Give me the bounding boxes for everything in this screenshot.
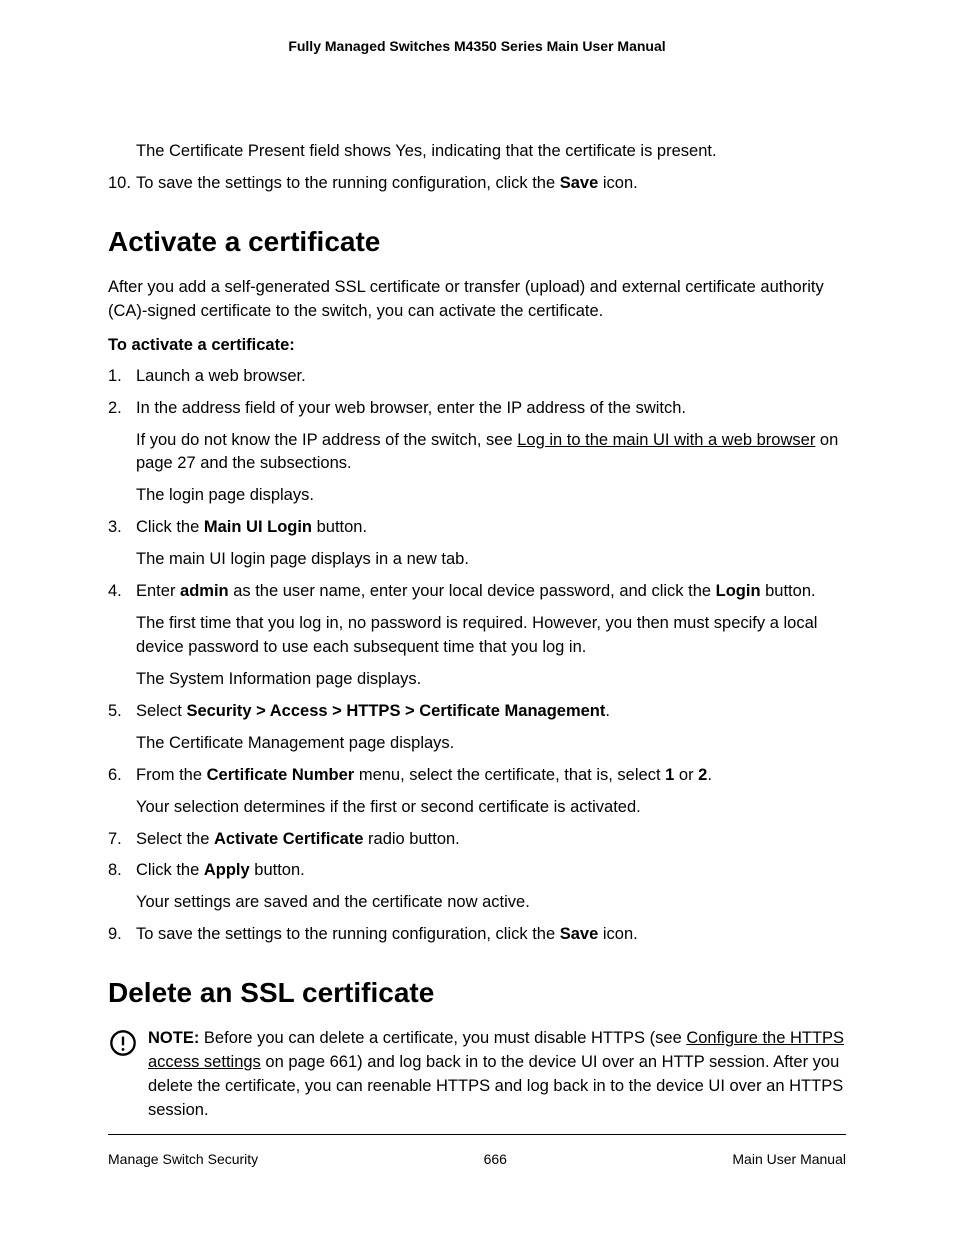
one-label: 1 bbox=[665, 766, 674, 784]
text: In the address field of your web browser… bbox=[136, 399, 686, 417]
to-activate-label: To activate a certificate: bbox=[108, 336, 846, 355]
step-number: 4. bbox=[108, 580, 136, 692]
step-2-sub2: The login page displays. bbox=[136, 484, 846, 508]
step-4-sub2: The System Information page displays. bbox=[136, 668, 846, 692]
step-body: Click the Main UI Login button. The main… bbox=[136, 516, 846, 572]
activate-cert-label: Activate Certificate bbox=[214, 830, 363, 848]
step-number: 6. bbox=[108, 764, 136, 820]
step-6-sub: Your selection determines if the first o… bbox=[136, 796, 846, 820]
apply-label: Apply bbox=[204, 861, 250, 879]
footer-divider bbox=[108, 1134, 846, 1135]
text: icon. bbox=[598, 925, 637, 943]
step-body: Select Security > Access > HTTPS > Certi… bbox=[136, 700, 846, 756]
text: button. bbox=[312, 518, 367, 536]
admin-label: admin bbox=[180, 582, 229, 600]
text: Enter bbox=[136, 582, 180, 600]
step-8: 8. Click the Apply button. Your settings… bbox=[108, 859, 846, 915]
step-4: 4. Enter admin as the user name, enter y… bbox=[108, 580, 846, 692]
page-header-title: Fully Managed Switches M4350 Series Main… bbox=[108, 38, 846, 54]
step-3: 3. Click the Main UI Login button. The m… bbox=[108, 516, 846, 572]
text: Before you can delete a certificate, you… bbox=[199, 1029, 686, 1047]
activate-lead-para: After you add a self-generated SSL certi… bbox=[108, 276, 846, 324]
login-link[interactable]: Log in to the main UI with a web browser bbox=[517, 431, 815, 449]
section-heading-delete: Delete an SSL certificate bbox=[108, 977, 846, 1009]
step-number: 10. bbox=[108, 172, 136, 196]
note-block: NOTE: Before you can delete a certificat… bbox=[108, 1027, 846, 1123]
footer-row: Manage Switch Security 666 Main User Man… bbox=[108, 1151, 846, 1167]
footer-page-number: 666 bbox=[484, 1151, 507, 1167]
text: menu, select the certificate, that is, s… bbox=[354, 766, 665, 784]
text: radio button. bbox=[363, 830, 459, 848]
step-number: 1. bbox=[108, 365, 136, 389]
text: Select bbox=[136, 702, 186, 720]
text: or bbox=[674, 766, 698, 784]
alert-icon bbox=[108, 1027, 138, 1123]
text: button. bbox=[250, 861, 305, 879]
step-number: 2. bbox=[108, 397, 136, 509]
text: If you do not know the IP address of the… bbox=[136, 431, 517, 449]
text: To save the settings to the running conf… bbox=[136, 174, 560, 192]
step-3-sub: The main UI login page displays in a new… bbox=[136, 548, 846, 572]
page-footer: Manage Switch Security 666 Main User Man… bbox=[108, 1134, 846, 1167]
step-body: From the Certificate Number menu, select… bbox=[136, 764, 846, 820]
text: icon. bbox=[598, 174, 637, 192]
step-body: To save the settings to the running conf… bbox=[136, 923, 846, 947]
text: Click the bbox=[136, 518, 204, 536]
text: button. bbox=[761, 582, 816, 600]
main-ui-login-label: Main UI Login bbox=[204, 518, 312, 536]
step-1: 1. Launch a web browser. bbox=[108, 365, 846, 389]
section-heading-activate: Activate a certificate bbox=[108, 226, 846, 258]
step-number: 3. bbox=[108, 516, 136, 572]
text: To save the settings to the running conf… bbox=[136, 925, 560, 943]
menu-path-label: Security > Access > HTTPS > Certificate … bbox=[186, 702, 605, 720]
text: . bbox=[707, 766, 712, 784]
step-4-sub1: The first time that you log in, no passw… bbox=[136, 612, 846, 660]
footer-right: Main User Manual bbox=[732, 1151, 846, 1167]
step-body: Click the Apply button. Your settings ar… bbox=[136, 859, 846, 915]
step-5: 5. Select Security > Access > HTTPS > Ce… bbox=[108, 700, 846, 756]
save-label: Save bbox=[560, 925, 599, 943]
text: Click the bbox=[136, 861, 204, 879]
document-page: Fully Managed Switches M4350 Series Main… bbox=[0, 0, 954, 1235]
cert-number-label: Certificate Number bbox=[207, 766, 355, 784]
step-body: Launch a web browser. bbox=[136, 365, 846, 389]
login-button-label: Login bbox=[716, 582, 761, 600]
step-9: 9. To save the settings to the running c… bbox=[108, 923, 846, 947]
step-7: 7. Select the Activate Certificate radio… bbox=[108, 828, 846, 852]
step-6: 6. From the Certificate Number menu, sel… bbox=[108, 764, 846, 820]
step-body: In the address field of your web browser… bbox=[136, 397, 846, 509]
note-label: NOTE: bbox=[148, 1029, 199, 1047]
text: . bbox=[605, 702, 610, 720]
step-8-sub: Your settings are saved and the certific… bbox=[136, 891, 846, 915]
step-5-sub: The Certificate Management page displays… bbox=[136, 732, 846, 756]
step-body: Enter admin as the user name, enter your… bbox=[136, 580, 846, 692]
text: Select the bbox=[136, 830, 214, 848]
note-text: NOTE: Before you can delete a certificat… bbox=[148, 1027, 846, 1123]
step-number: 5. bbox=[108, 700, 136, 756]
footer-left: Manage Switch Security bbox=[108, 1151, 258, 1167]
step-body: To save the settings to the running conf… bbox=[136, 172, 846, 196]
save-label: Save bbox=[560, 174, 599, 192]
step-2: 2. In the address field of your web brow… bbox=[108, 397, 846, 509]
step-2-sub1: If you do not know the IP address of the… bbox=[136, 429, 846, 477]
text: From the bbox=[136, 766, 207, 784]
step-body: Select the Activate Certificate radio bu… bbox=[136, 828, 846, 852]
step-number: 8. bbox=[108, 859, 136, 915]
cert-present-text: The Certificate Present field shows Yes,… bbox=[136, 140, 846, 164]
two-label: 2 bbox=[698, 766, 707, 784]
step-number: 9. bbox=[108, 923, 136, 947]
step-10: 10. To save the settings to the running … bbox=[108, 172, 846, 196]
text: as the user name, enter your local devic… bbox=[229, 582, 716, 600]
step-number: 7. bbox=[108, 828, 136, 852]
